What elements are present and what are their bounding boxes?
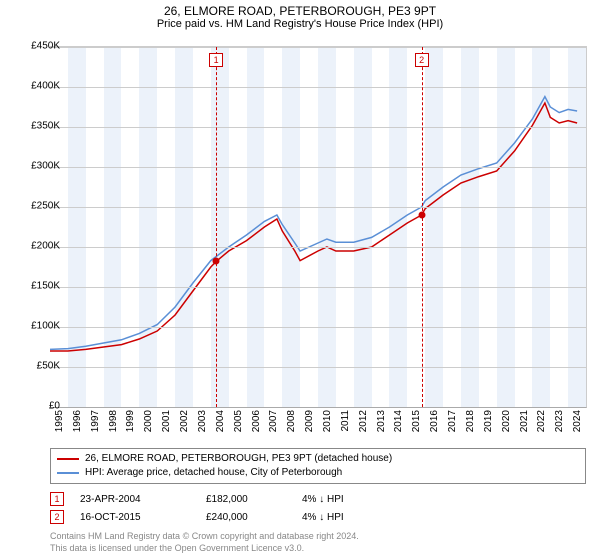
x-axis-label: 2000	[143, 410, 154, 440]
y-axis-label: £450K	[16, 41, 60, 52]
transaction-row: 2 16-OCT-2015 £240,000 4% ↓ HPI	[50, 508, 586, 526]
gridline	[50, 207, 586, 208]
y-axis-label: £350K	[16, 121, 60, 132]
chart-title: 26, ELMORE ROAD, PETERBOROUGH, PE3 9PT	[0, 4, 600, 18]
x-axis-label: 2010	[322, 410, 333, 440]
x-axis-label: 2023	[554, 410, 565, 440]
y-axis-label: £100K	[16, 321, 60, 332]
x-axis-label: 2009	[304, 410, 315, 440]
chart-container: 26, ELMORE ROAD, PETERBOROUGH, PE3 9PT P…	[0, 0, 600, 560]
legend-item: HPI: Average price, detached house, City…	[57, 466, 579, 480]
series-price_paid	[50, 103, 577, 351]
x-axis-label: 1996	[72, 410, 83, 440]
x-axis-label: 2017	[447, 410, 458, 440]
x-axis-label: 2001	[161, 410, 172, 440]
title-area: 26, ELMORE ROAD, PETERBOROUGH, PE3 9PT P…	[0, 0, 600, 30]
gridline	[50, 167, 586, 168]
x-axis-label: 2003	[197, 410, 208, 440]
gridline	[50, 127, 586, 128]
chart-lines	[50, 47, 586, 407]
x-axis-label: 2013	[376, 410, 387, 440]
x-axis-label: 2015	[411, 410, 422, 440]
marker-dot	[418, 212, 425, 219]
x-axis-label: 2005	[233, 410, 244, 440]
legend-label: HPI: Average price, detached house, City…	[85, 466, 342, 480]
y-axis-label: £50K	[16, 361, 60, 372]
marker-box: 2	[415, 53, 429, 67]
x-axis-label: 2006	[251, 410, 262, 440]
x-axis-label: 1995	[54, 410, 65, 440]
legend-box: 26, ELMORE ROAD, PETERBOROUGH, PE3 9PT (…	[50, 448, 586, 484]
gridline	[50, 47, 586, 48]
transaction-marker-box: 2	[50, 510, 64, 524]
transaction-price: £240,000	[206, 512, 286, 523]
transaction-diff: 4% ↓ HPI	[302, 494, 382, 505]
marker-line	[216, 47, 217, 407]
gridline	[50, 367, 586, 368]
gridline	[50, 327, 586, 328]
chart-plot-area: 12	[50, 46, 587, 408]
legend-label: 26, ELMORE ROAD, PETERBOROUGH, PE3 9PT (…	[85, 452, 392, 466]
gridline	[50, 87, 586, 88]
gridline	[50, 247, 586, 248]
legend-swatch	[57, 472, 79, 474]
x-axis-label: 2022	[536, 410, 547, 440]
footer-line-1: Contains HM Land Registry data © Crown c…	[50, 530, 586, 542]
footer-attribution: Contains HM Land Registry data © Crown c…	[50, 530, 586, 554]
chart-subtitle: Price paid vs. HM Land Registry's House …	[0, 18, 600, 30]
x-axis-label: 2019	[483, 410, 494, 440]
x-axis-label: 2008	[286, 410, 297, 440]
transaction-row: 1 23-APR-2004 £182,000 4% ↓ HPI	[50, 490, 586, 508]
x-axis-label: 2011	[340, 410, 351, 440]
y-axis-label: £200K	[16, 241, 60, 252]
y-axis-label: £150K	[16, 281, 60, 292]
legend-item: 26, ELMORE ROAD, PETERBOROUGH, PE3 9PT (…	[57, 452, 579, 466]
legend-swatch	[57, 458, 79, 460]
marker-line	[422, 47, 423, 407]
y-axis-label: £250K	[16, 201, 60, 212]
transactions-table: 1 23-APR-2004 £182,000 4% ↓ HPI 2 16-OCT-2015…	[50, 490, 586, 526]
x-axis-label: 2018	[465, 410, 476, 440]
x-axis-label: 2020	[501, 410, 512, 440]
y-axis-label: £300K	[16, 161, 60, 172]
x-axis-label: 2014	[393, 410, 404, 440]
x-axis-label: 2002	[179, 410, 190, 440]
x-axis-label: 1998	[108, 410, 119, 440]
gridline	[50, 287, 586, 288]
transaction-diff: 4% ↓ HPI	[302, 512, 382, 523]
x-axis-label: 2016	[429, 410, 440, 440]
marker-box: 1	[209, 53, 223, 67]
footer-line-2: This data is licensed under the Open Gov…	[50, 542, 586, 554]
transaction-marker-box: 1	[50, 492, 64, 506]
series-hpi	[50, 97, 577, 350]
x-axis-label: 2007	[268, 410, 279, 440]
marker-dot	[213, 258, 220, 265]
x-axis-label: 2024	[572, 410, 583, 440]
transaction-date: 23-APR-2004	[80, 494, 190, 505]
x-axis-label: 1997	[90, 410, 101, 440]
x-axis-label: 2004	[215, 410, 226, 440]
transaction-price: £182,000	[206, 494, 286, 505]
x-axis-label: 2012	[358, 410, 369, 440]
legend-area: 26, ELMORE ROAD, PETERBOROUGH, PE3 9PT (…	[50, 448, 586, 554]
x-axis-label: 2021	[519, 410, 530, 440]
y-axis-label: £400K	[16, 81, 60, 92]
transaction-date: 16-OCT-2015	[80, 512, 190, 523]
x-axis-label: 1999	[125, 410, 136, 440]
